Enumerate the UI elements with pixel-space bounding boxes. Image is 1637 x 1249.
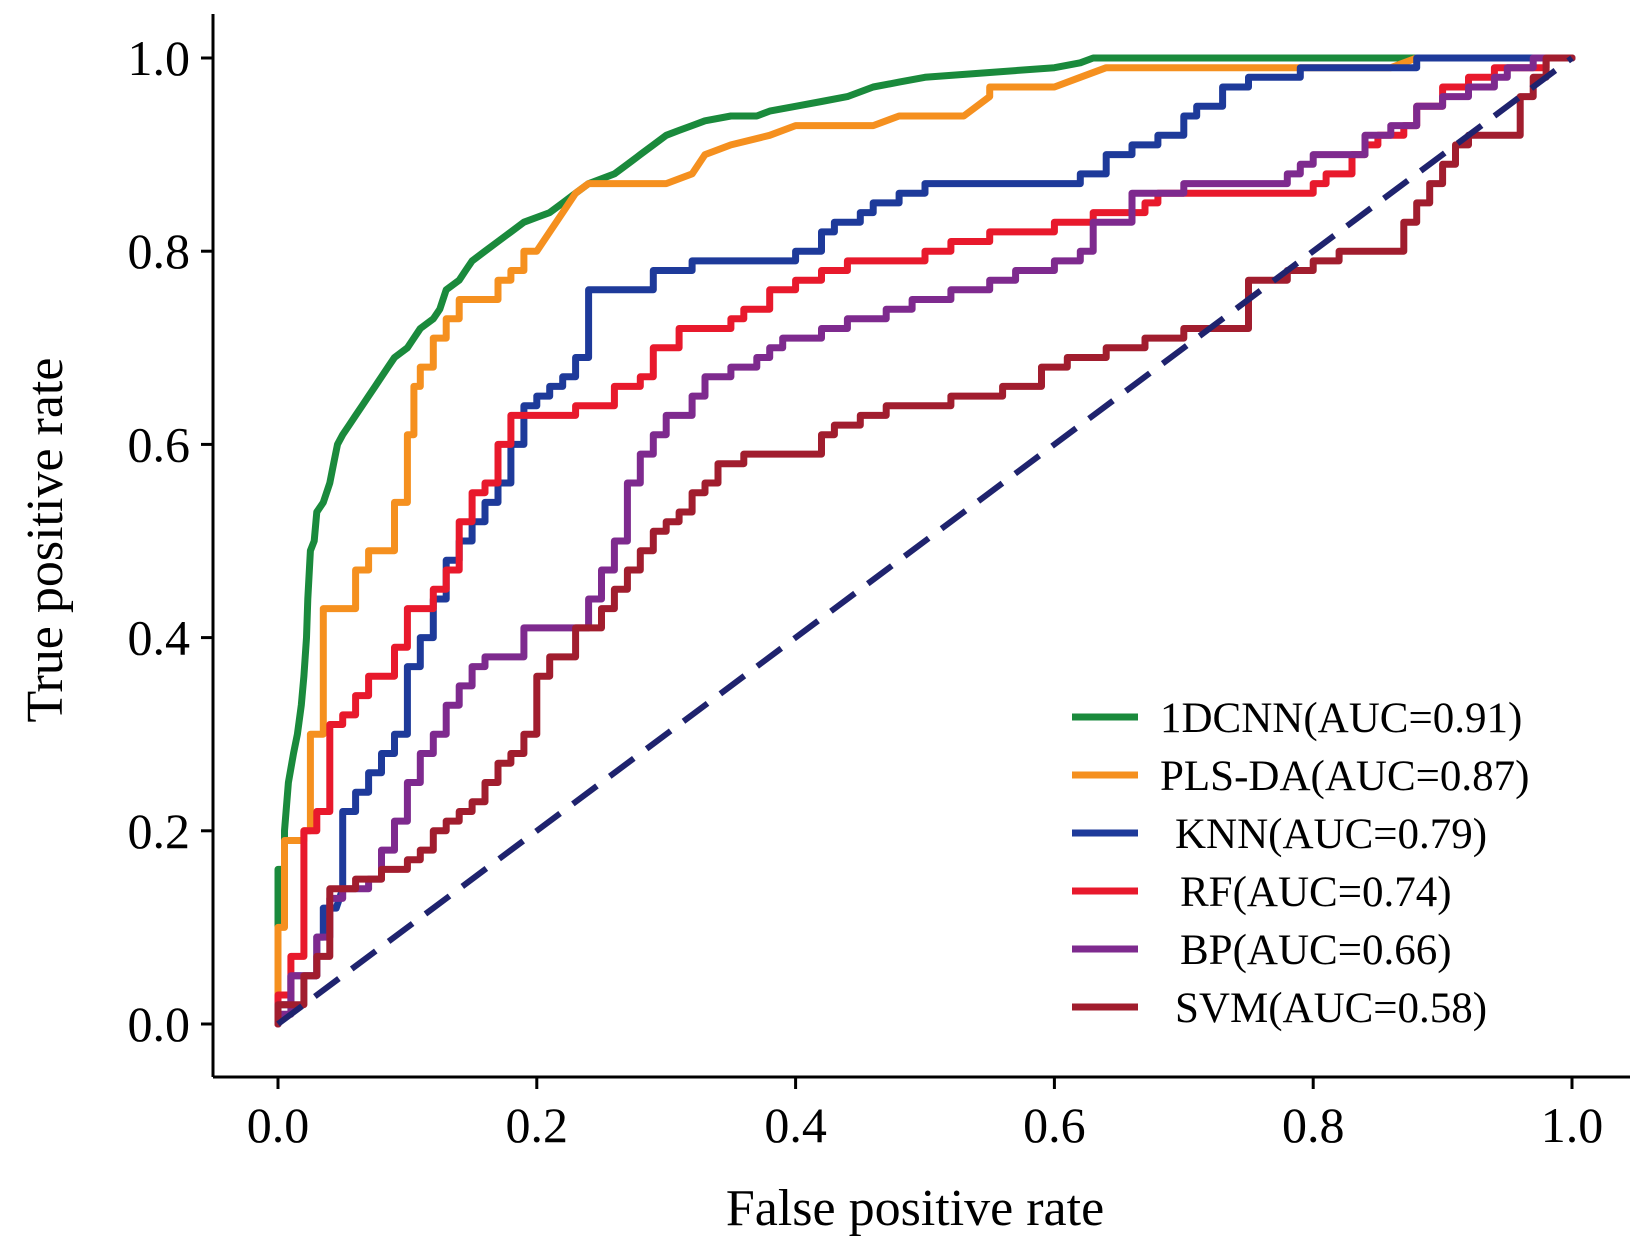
y-tick-label: 0.8 (128, 223, 191, 279)
series-line-4 (274, 54, 1576, 1028)
y-tick-label: 0.0 (128, 996, 191, 1052)
legend: 1DCNN(AUC=0.91) PLS-DA(AUC=0.87) KNN(AUC=0… (1072, 695, 1529, 1032)
series-line-5 (274, 54, 1576, 1028)
legend-label: SVM(AUC=0.58) (1175, 985, 1487, 1032)
series-line-0 (274, 54, 1576, 1028)
legend-label: BP(AUC=0.66) (1180, 927, 1452, 974)
y-tick-label: 0.2 (128, 803, 191, 859)
legend-label: PLS-DA(AUC=0.87) (1160, 753, 1529, 800)
x-tick-label: 0.0 (247, 1097, 310, 1153)
series-line-2 (274, 54, 1576, 1028)
y-axis-label: True positive rate (17, 358, 74, 723)
y-tick-label: 1.0 (128, 30, 191, 86)
reference-diagonal-line (276, 55, 1574, 1027)
x-tick-label: 0.4 (764, 1097, 827, 1153)
y-tick-label: 0.4 (128, 610, 191, 666)
reference-line-group (276, 55, 1574, 1027)
y-tick-label: 0.6 (128, 416, 191, 472)
x-tick-label: 0.8 (1282, 1097, 1345, 1153)
ticks: 0.0 0.2 0.4 0.6 0.8 1.0 0.0 0.2 0.4 0.6 0.8 1.0 (128, 30, 1604, 1153)
x-tick-label: 0.2 (506, 1097, 569, 1153)
x-axis-label: False positive rate (726, 1180, 1104, 1237)
legend-label: 1DCNN(AUC=0.91) (1160, 695, 1522, 742)
x-tick-label: 1.0 (1541, 1097, 1604, 1153)
series-lines (274, 54, 1576, 1028)
axes (211, 14, 1630, 1079)
series-line-1 (274, 54, 1576, 1028)
legend-label: RF(AUC=0.74) (1180, 869, 1452, 916)
legend-label: KNN(AUC=0.79) (1175, 811, 1487, 858)
x-tick-label: 0.6 (1023, 1097, 1086, 1153)
